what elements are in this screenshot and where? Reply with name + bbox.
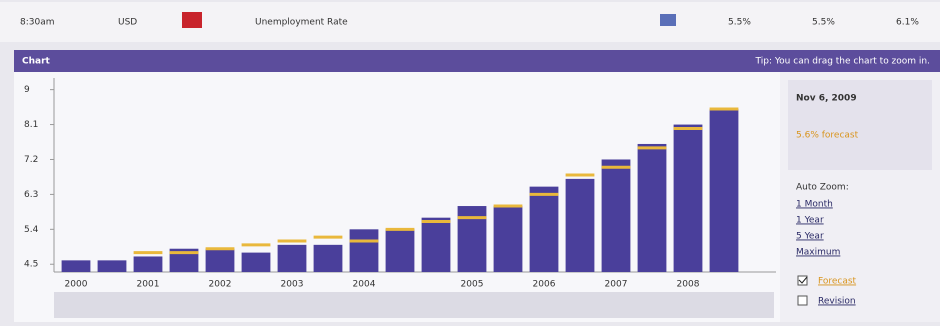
- info-forecast: 5.6% forecast: [796, 131, 859, 141]
- x-tick-label: 2007: [605, 280, 628, 290]
- x-tick-label: 2008: [677, 280, 700, 290]
- zoom-option[interactable]: 1 Month: [796, 200, 833, 210]
- flag-icon: [182, 12, 202, 28]
- bar[interactable]: [205, 248, 235, 272]
- x-tick-label: 2004: [353, 280, 376, 290]
- x-tick-label: 2001: [137, 280, 160, 290]
- scroller[interactable]: [54, 292, 774, 318]
- bar[interactable]: [421, 217, 451, 272]
- bar[interactable]: [313, 244, 343, 272]
- bar[interactable]: [133, 256, 163, 272]
- y-tick-label: 9: [24, 85, 30, 95]
- revision-toggle[interactable]: Revision: [818, 297, 856, 307]
- bar[interactable]: [241, 252, 271, 272]
- bar[interactable]: [61, 260, 91, 272]
- event-actual: 5.5%: [728, 18, 751, 28]
- x-tick-label: 2005: [461, 280, 484, 290]
- chart-icon[interactable]: [660, 14, 676, 26]
- bar[interactable]: [709, 109, 739, 272]
- bar[interactable]: [601, 159, 631, 272]
- revision-checkbox[interactable]: [797, 295, 808, 306]
- y-tick-label: 6.3: [24, 190, 38, 200]
- event-forecast: 5.5%: [812, 18, 835, 28]
- y-tick-label: 4.5: [24, 260, 38, 270]
- zoom-option[interactable]: 5 Year: [796, 232, 824, 242]
- bar[interactable]: [493, 206, 523, 272]
- bar[interactable]: [637, 143, 667, 272]
- event-row: [0, 2, 940, 42]
- bar[interactable]: [277, 244, 307, 272]
- info-box: [788, 80, 932, 170]
- event-time: 8:30am: [20, 18, 55, 28]
- x-tick-label: 2002: [209, 280, 232, 290]
- zoom-option[interactable]: Maximum: [796, 248, 840, 258]
- chart-header-title: Chart: [22, 57, 51, 67]
- zoom-label: Auto Zoom:: [796, 183, 849, 193]
- y-tick-label: 8.1: [24, 120, 38, 130]
- bar[interactable]: [169, 248, 199, 272]
- event-name[interactable]: Unemployment Rate: [255, 18, 348, 28]
- forecast-toggle[interactable]: Forecast: [818, 277, 857, 287]
- bar[interactable]: [385, 229, 415, 272]
- forecast-checkbox[interactable]: [797, 275, 808, 286]
- zoom-option[interactable]: 1 Year: [796, 216, 824, 226]
- y-tick-label: 7.2: [24, 155, 38, 165]
- bar[interactable]: [565, 178, 595, 272]
- event-previous: 6.1%: [896, 18, 919, 28]
- chart-header-tip: Tip: You can drag the chart to zoom in.: [755, 57, 930, 67]
- event-currency: USD: [118, 18, 137, 28]
- bar[interactable]: [349, 229, 379, 272]
- x-tick-label: 2006: [533, 280, 556, 290]
- chart-header: [14, 50, 940, 72]
- bar[interactable]: [673, 124, 703, 272]
- x-tick-label: 2003: [281, 280, 304, 290]
- bar[interactable]: [457, 206, 487, 272]
- info-date: Nov 6, 2009: [796, 94, 857, 104]
- check-mark: [798, 276, 808, 284]
- y-tick-label: 5.4: [24, 225, 39, 235]
- bar[interactable]: [97, 260, 127, 272]
- bar[interactable]: [529, 186, 559, 272]
- x-tick-label: 2000: [65, 280, 88, 290]
